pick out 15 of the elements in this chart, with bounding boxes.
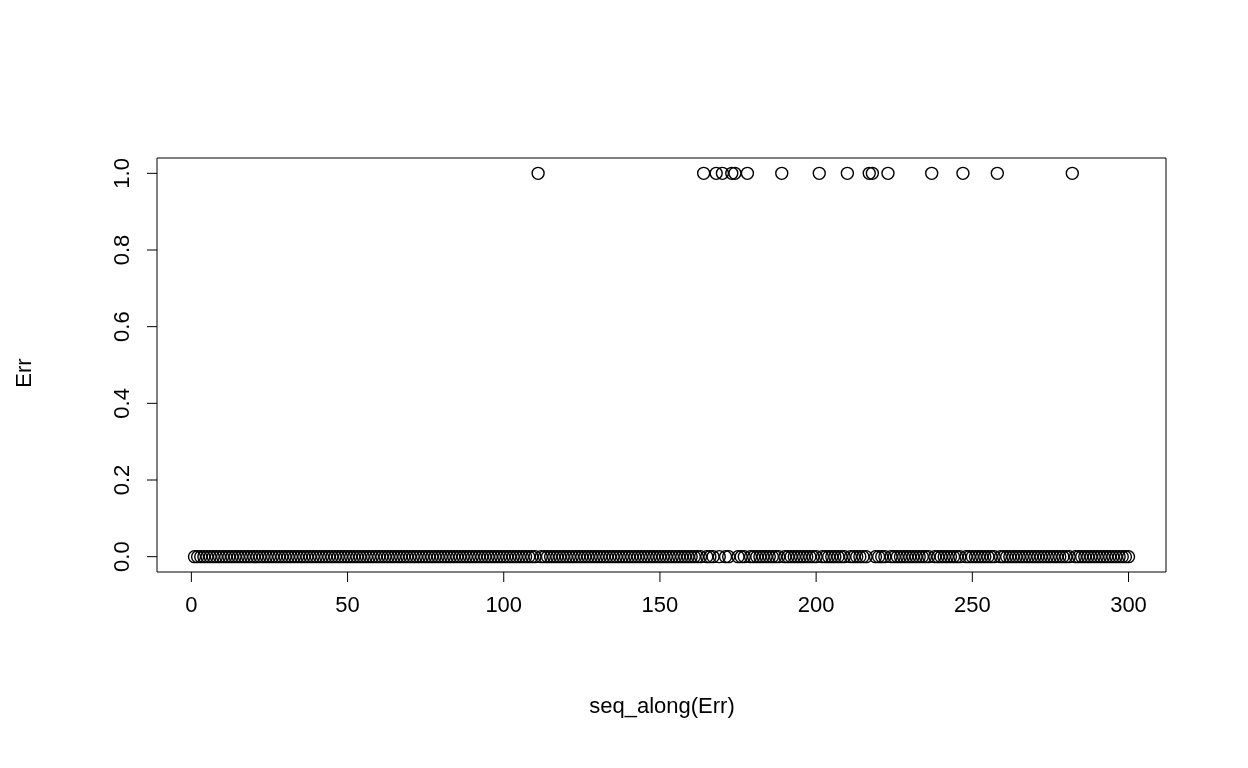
y-tick-label: 0.6 <box>109 311 134 342</box>
y-tick-label: 0.0 <box>109 541 134 572</box>
y-tick-label: 0.2 <box>109 464 134 496</box>
x-tick-label: 300 <box>1110 591 1147 617</box>
x-tick-label: 200 <box>797 591 835 617</box>
x-tick-label: 150 <box>641 591 679 617</box>
y-axis-title: Err <box>11 358 37 388</box>
x-tick-label: 250 <box>953 591 991 617</box>
x-axis-title: seq_along(Err) <box>588 693 736 719</box>
y-tick-label: 1.0 <box>109 158 134 189</box>
x-tick-label: 0 <box>185 591 198 617</box>
x-tick-label: 100 <box>485 591 523 617</box>
x-tick-label: 50 <box>335 591 360 617</box>
y-tick-label: 0.4 <box>109 388 134 419</box>
y-tick-label: 0.8 <box>109 234 134 266</box>
